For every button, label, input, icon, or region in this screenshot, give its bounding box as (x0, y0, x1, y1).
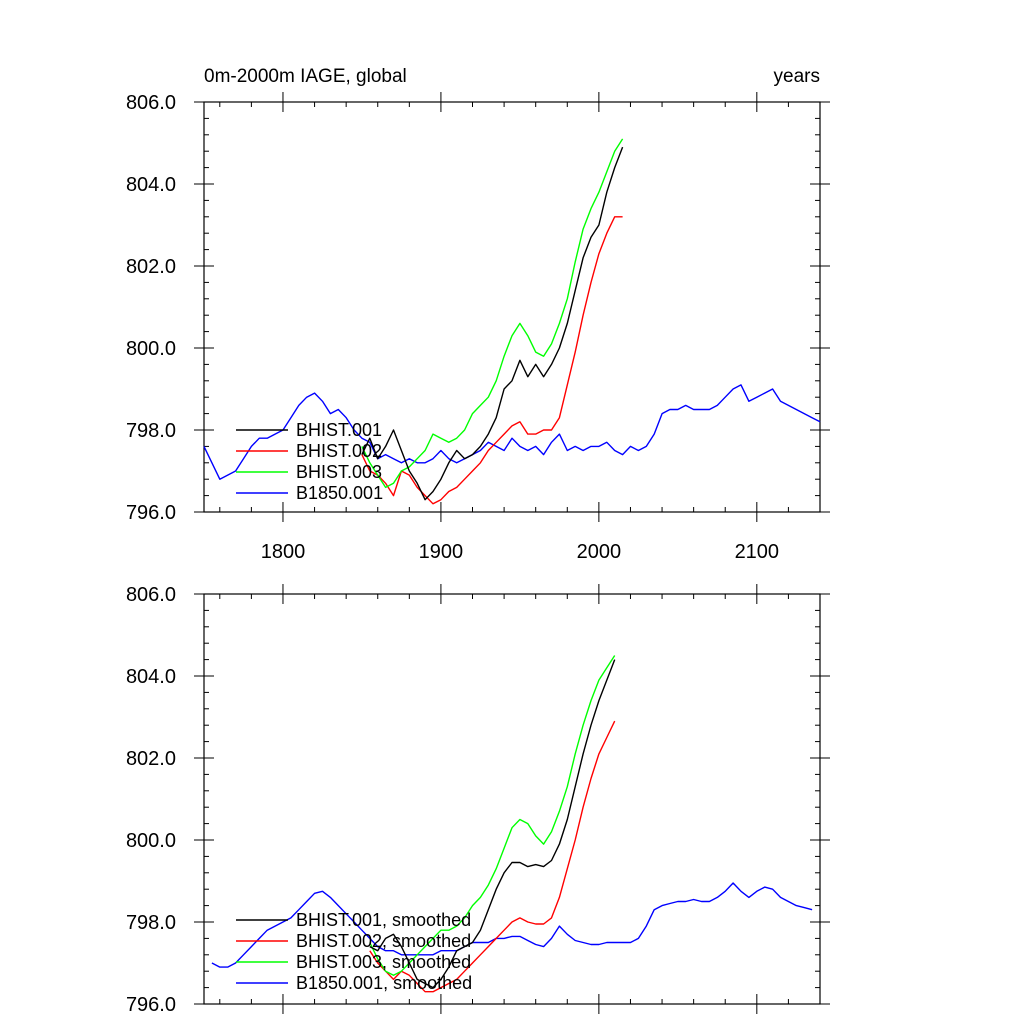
series-line (211, 882, 813, 968)
legend-label: BHIST.002, smoothed (296, 931, 471, 951)
series-line (361, 138, 624, 489)
series-line (369, 720, 616, 993)
y-tick-label: 804.0 (126, 174, 176, 196)
chart-units: years (774, 66, 820, 87)
series-line (361, 146, 624, 501)
y-tick-label: 806.0 (126, 92, 176, 114)
bottom-chart-panel: 796.0 798.0 800.0 802.0 804.0 806.0 BHIST.001… (126, 584, 830, 1016)
y-tick-label: 796.0 (126, 994, 176, 1016)
series-lines-bottom (211, 655, 813, 993)
legend-label: BHIST.003 (296, 462, 382, 482)
legend-label: BHIST.001, smoothed (296, 910, 471, 930)
x-tick-label: 1900 (419, 541, 464, 563)
plot-frame-top (203, 101, 821, 513)
y-tick-label: 798.0 (126, 912, 176, 934)
y-tick-labels-bottom: 796.0 798.0 800.0 802.0 804.0 806.0 (126, 584, 176, 1016)
x-tick-label: 2100 (735, 541, 780, 563)
series-line (203, 384, 821, 480)
y-tick-labels-top: 796.0 798.0 800.0 802.0 804.0 806.0 (126, 92, 176, 524)
legend-label: BHIST.003, smoothed (296, 952, 471, 972)
series-line (369, 655, 616, 976)
y-tick-label: 800.0 (126, 338, 176, 360)
y-tick-label: 802.0 (126, 256, 176, 278)
legend-label: BHIST.001 (296, 420, 382, 440)
top-chart-panel: 0m-2000m IAGE, global years 796.0 798.0 80… (126, 66, 830, 563)
y-tick-label: 802.0 (126, 748, 176, 770)
legend-label: BHIST.002 (296, 441, 382, 461)
legend-label: B1850.001, smoothed (296, 973, 472, 993)
y-tick-label: 796.0 (126, 502, 176, 524)
y-tick-label: 806.0 (126, 584, 176, 606)
x-tick-labels-top: 1800 1900 2000 2100 (261, 541, 779, 563)
chart-title: 0m-2000m IAGE, global (204, 66, 407, 87)
series-lines-top (203, 138, 821, 505)
y-tick-label: 798.0 (126, 420, 176, 442)
series-line (369, 659, 616, 989)
axis-ticks-bottom (194, 584, 830, 1014)
y-tick-label: 800.0 (126, 830, 176, 852)
x-tick-label: 1800 (261, 541, 306, 563)
x-tick-label: 2000 (577, 541, 622, 563)
series-line (361, 216, 623, 505)
y-tick-label: 804.0 (126, 666, 176, 688)
plot-frame-bottom (203, 593, 821, 1005)
legend-label: B1850.001 (296, 483, 383, 503)
axis-ticks-top (194, 92, 830, 522)
